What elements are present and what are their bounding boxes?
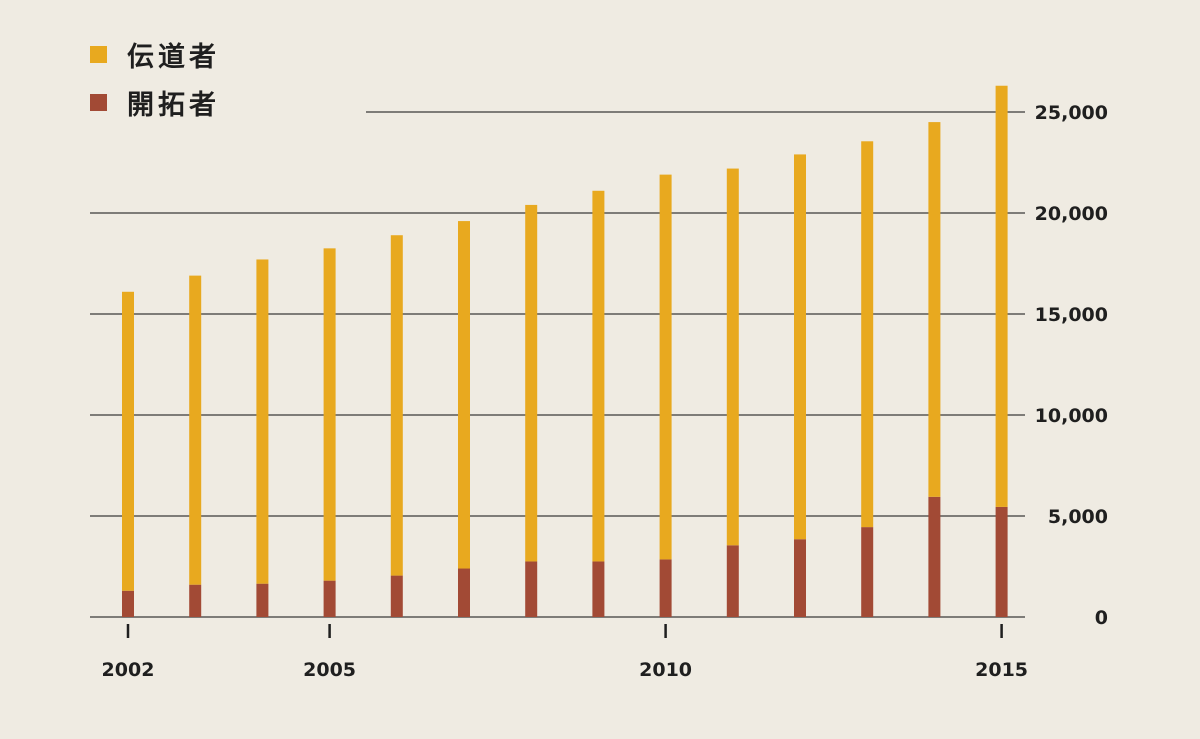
bar-publishers-2010 (659, 174, 672, 560)
bar-publishers-2004 (256, 259, 269, 584)
bar-pioneers-2002 (122, 590, 134, 617)
bar-publishers-2009 (592, 190, 605, 562)
bar-pioneers-2003 (189, 584, 202, 617)
legend-label-publishers: 伝道者 (127, 41, 220, 73)
bar-publishers-2003 (189, 275, 202, 585)
x-tick-label-2002: 2002 (102, 659, 155, 681)
bar-publishers-2005 (323, 248, 336, 581)
bar-publishers-2011 (726, 168, 739, 546)
y-tick-label-0: 0 (1095, 607, 1108, 629)
legend: 伝道者 開拓者 (90, 30, 220, 126)
bar-pioneers-2014 (928, 496, 941, 617)
bar-pioneers-2012 (794, 539, 806, 617)
bar-publishers-2002 (122, 291, 134, 591)
bar-pioneers-2011 (726, 545, 739, 617)
bar-publishers-2014 (928, 122, 941, 497)
bar-pioneers-2005 (323, 580, 336, 617)
legend-label-pioneers: 開拓者 (127, 89, 220, 121)
x-tick-label-2005: 2005 (303, 659, 356, 681)
legend-item-pioneers: 開拓者 (90, 78, 220, 126)
bar-pioneers-2004 (256, 583, 269, 617)
bar-publishers-2012 (794, 154, 806, 540)
bar-pioneers-2007 (458, 568, 470, 617)
bar-publishers-2007 (458, 221, 470, 569)
bar-publishers-2006 (390, 235, 403, 576)
bar-publishers-2008 (525, 204, 538, 562)
x-tick-label-2010: 2010 (639, 659, 692, 681)
y-tick-label-20000: 20,000 (1035, 203, 1108, 225)
y-tick-label-10000: 10,000 (1035, 405, 1108, 427)
bar-pioneers-2010 (659, 559, 672, 617)
y-tick-label-5000: 5,000 (1048, 506, 1108, 528)
legend-item-publishers: 伝道者 (90, 30, 220, 78)
legend-swatch-pioneers (90, 93, 107, 111)
bar-pioneers-2009 (592, 561, 605, 617)
y-tick-label-15000: 15,000 (1035, 304, 1108, 326)
bar-pioneers-2006 (390, 575, 403, 617)
bar-pioneers-2015 (995, 506, 1008, 617)
bar-pioneers-2008 (525, 561, 538, 617)
bar-pioneers-2013 (861, 527, 874, 617)
y-tick-label-25000: 25,000 (1035, 102, 1108, 124)
bar-publishers-2015 (995, 85, 1008, 507)
x-tick-label-2015: 2015 (975, 659, 1028, 681)
legend-swatch-publishers (90, 45, 107, 63)
bar-publishers-2013 (861, 141, 874, 528)
